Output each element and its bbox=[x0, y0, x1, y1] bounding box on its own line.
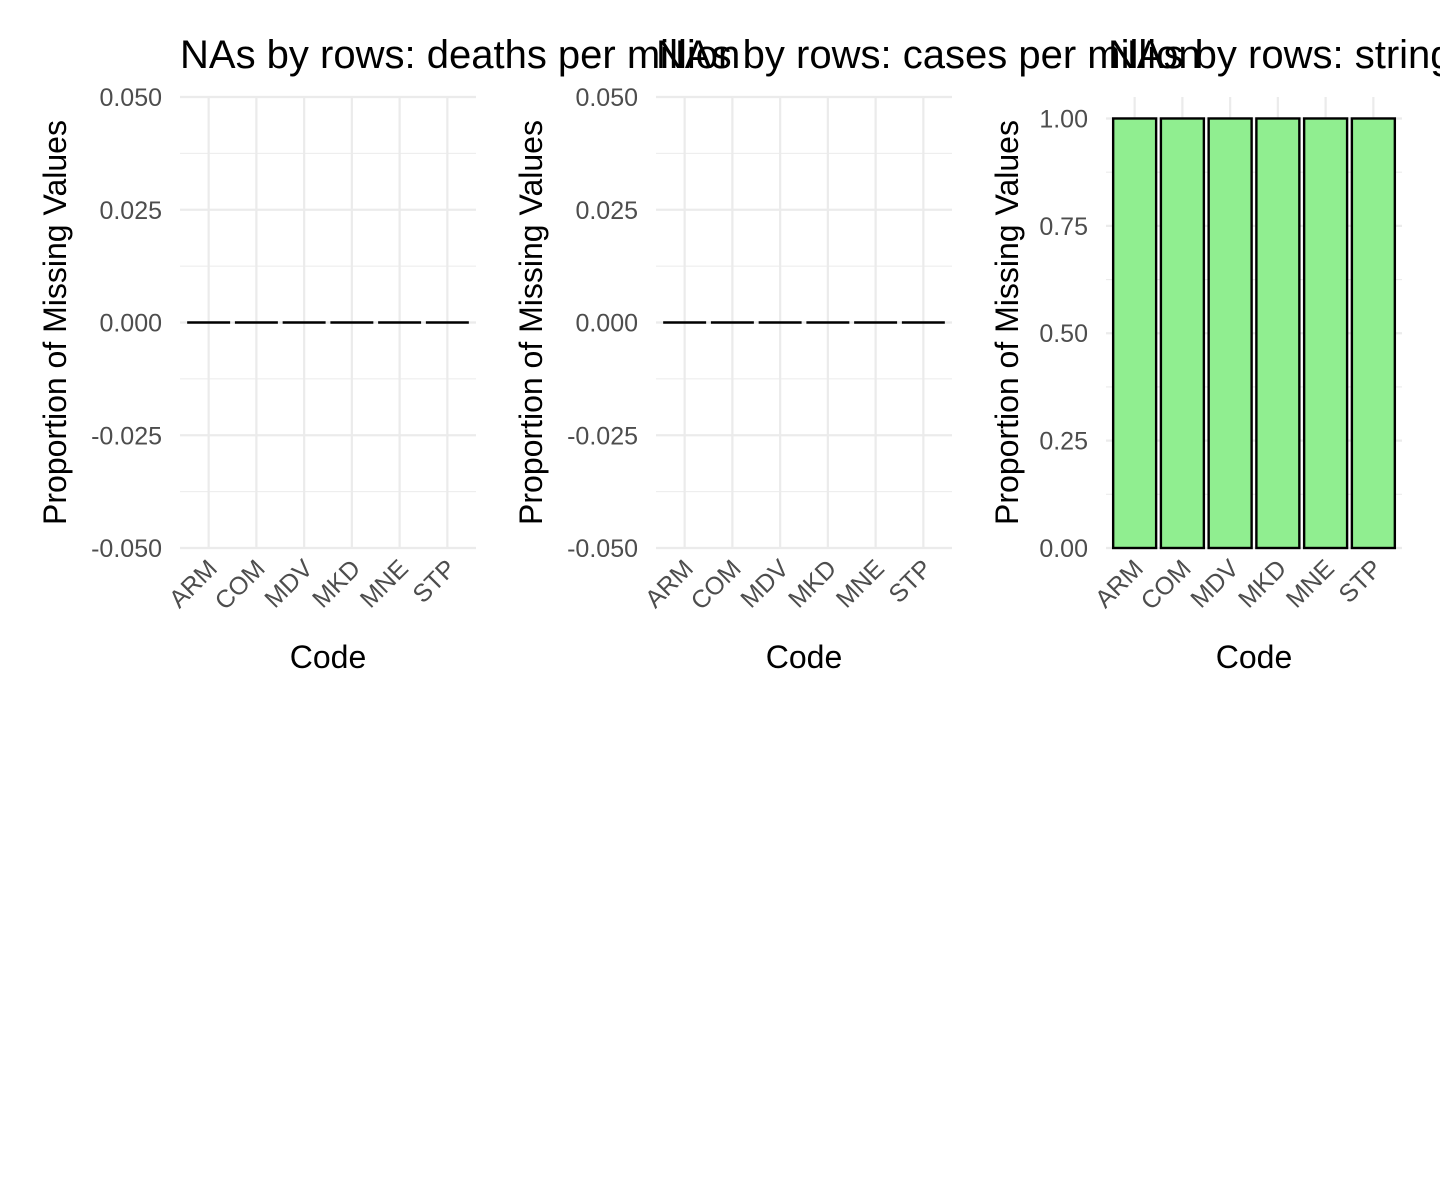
y-tick-label: 1.00 bbox=[1039, 105, 1088, 133]
x-tick-label-stp: STP bbox=[1333, 554, 1387, 608]
chart-title-1: NAs by rows: deaths per million bbox=[180, 33, 740, 77]
x-tick-label-arm: ARM bbox=[640, 554, 699, 613]
y-tick-label: 0.000 bbox=[99, 310, 162, 338]
bar-mne bbox=[1302, 117, 1349, 550]
x-tick-label-mdv: MDV bbox=[1185, 554, 1244, 613]
x-axis-label: Code bbox=[766, 639, 843, 675]
y-tick-label: -0.050 bbox=[567, 535, 638, 563]
x-tick-label-stp: STP bbox=[407, 554, 461, 608]
x-tick-label-com: COM bbox=[210, 554, 271, 615]
bar-mdv bbox=[1207, 117, 1253, 550]
bar-arm bbox=[1111, 117, 1158, 550]
y-axis-label: Proportion of Missing Values bbox=[513, 120, 549, 525]
y-tick-label: -0.025 bbox=[91, 422, 162, 450]
y-tick-label: 0.50 bbox=[1039, 320, 1088, 348]
x-tick-label-arm: ARM bbox=[1090, 554, 1149, 613]
x-tick-label-mne: MNE bbox=[355, 554, 414, 613]
x-tick-label-com: COM bbox=[1136, 554, 1197, 615]
chart-panel-1: -0.050 -0.025 0.000 0.025 0.050 ARMCOMMDVMKDM… bbox=[37, 84, 476, 675]
y-tick-label: 0.25 bbox=[1039, 428, 1088, 456]
y-axis-label: Proportion of Missing Values bbox=[989, 120, 1025, 525]
y-tick-label: -0.025 bbox=[567, 422, 638, 450]
y-tick-label: 0.025 bbox=[575, 197, 638, 225]
y-tick-label: 0.000 bbox=[575, 310, 638, 338]
y-axis-label: Proportion of Missing Values bbox=[37, 120, 73, 525]
bar-com bbox=[1159, 117, 1206, 550]
x-tick-label-mne: MNE bbox=[1281, 554, 1340, 613]
y-tick-label: 0.00 bbox=[1039, 535, 1088, 563]
x-tick-label-mkd: MKD bbox=[783, 554, 842, 613]
chart-panel-2: -0.050 -0.025 0.000 0.025 0.050 ARMCOMMDVMKDM… bbox=[513, 84, 952, 675]
x-tick-label-stp: STP bbox=[883, 554, 937, 608]
x-tick-label-com: COM bbox=[686, 554, 747, 615]
x-tick-label-arm: ARM bbox=[164, 554, 223, 613]
x-tick-label-mkd: MKD bbox=[307, 554, 366, 613]
x-tick-label-mdv: MDV bbox=[735, 554, 794, 613]
y-tick-label: 0.050 bbox=[575, 84, 638, 112]
chart-title-2: NAs by rows: cases per million bbox=[656, 33, 1201, 77]
chart-title-3: NAs by rows: stringency bbox=[1108, 33, 1440, 77]
bar-stp bbox=[1350, 117, 1397, 550]
x-tick-label-mkd: MKD bbox=[1233, 554, 1292, 613]
x-tick-label-mne: MNE bbox=[831, 554, 890, 613]
x-tick-label-mdv: MDV bbox=[259, 554, 318, 613]
y-tick-label: -0.050 bbox=[91, 535, 162, 563]
x-axis-label: Code bbox=[290, 639, 367, 675]
bar-mkd bbox=[1255, 117, 1301, 550]
y-tick-label: 0.050 bbox=[99, 84, 162, 112]
y-tick-label: 0.025 bbox=[99, 197, 162, 225]
y-tick-label: 0.75 bbox=[1039, 213, 1088, 241]
x-axis-label: Code bbox=[1216, 639, 1293, 675]
